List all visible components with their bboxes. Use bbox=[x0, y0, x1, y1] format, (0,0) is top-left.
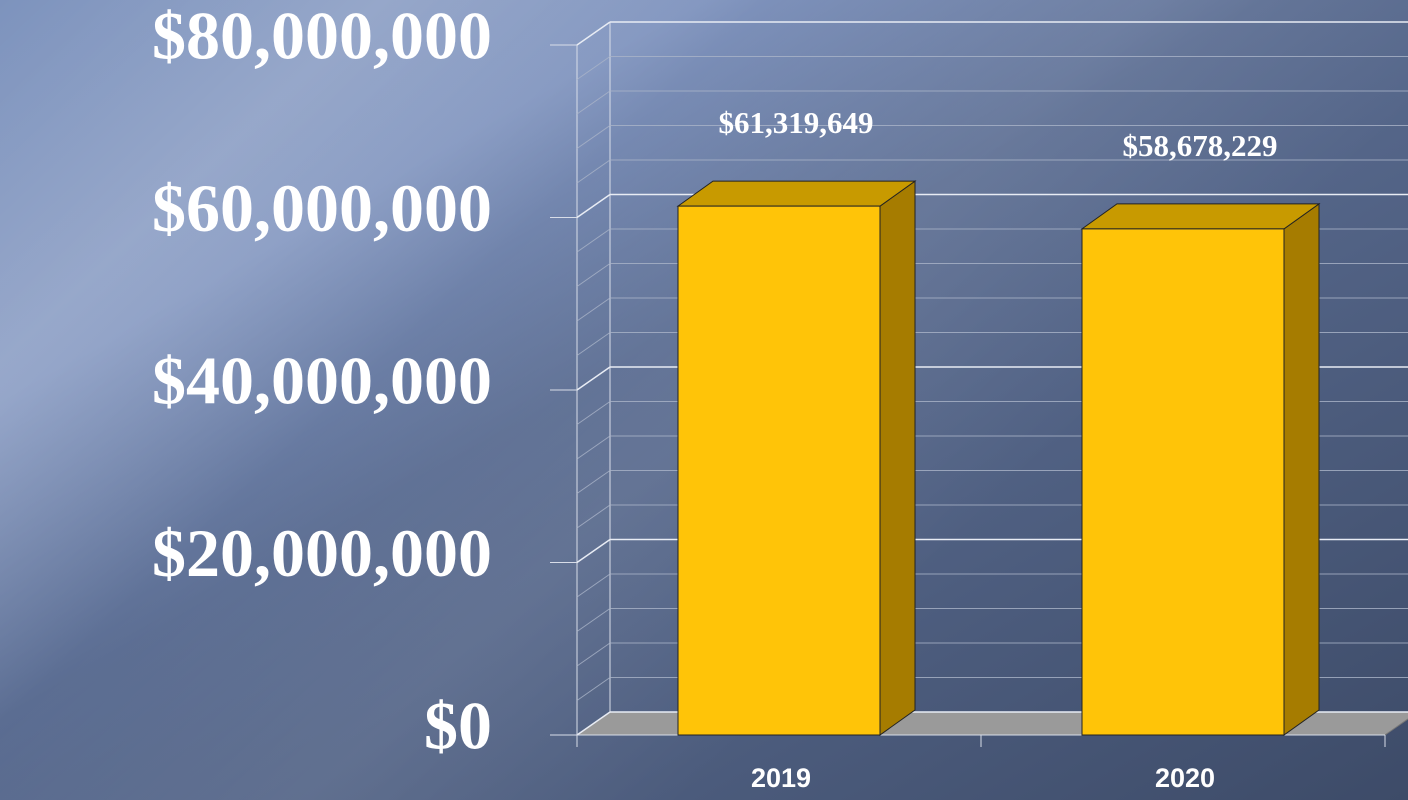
minor-grid-line-side bbox=[576, 435, 611, 460]
bar-top bbox=[1080, 203, 1321, 230]
grid-line-side bbox=[576, 538, 611, 564]
minor-grid-line-side bbox=[576, 573, 611, 598]
minor-grid-line-side bbox=[576, 263, 611, 287]
bar-side bbox=[1283, 202, 1320, 736]
minor-grid-line-side bbox=[576, 228, 611, 253]
bar-front bbox=[1081, 228, 1285, 736]
minor-grid-line-side bbox=[576, 56, 611, 80]
minor-grid-line-side bbox=[576, 642, 611, 667]
minor-grid-line-side bbox=[576, 90, 611, 115]
grid-line-side bbox=[576, 21, 611, 46]
minor-grid-line-side bbox=[576, 401, 611, 425]
minor-grid-line-side bbox=[576, 470, 611, 494]
minor-grid-line-side bbox=[576, 504, 611, 529]
y-tick-label: $60,000,000 bbox=[152, 170, 492, 246]
y-tick-label: $40,000,000 bbox=[152, 343, 492, 419]
minor-grid-line-side bbox=[576, 125, 611, 149]
grid-line-side bbox=[576, 711, 611, 736]
grid-line-side bbox=[576, 193, 611, 219]
grid-line-side bbox=[576, 366, 611, 391]
bar-top bbox=[676, 180, 917, 207]
y-tick-label: $20,000,000 bbox=[152, 515, 492, 591]
x-tick-label: 2019 bbox=[751, 763, 811, 793]
minor-grid-line-side bbox=[576, 608, 611, 632]
bar-front bbox=[677, 205, 881, 736]
minor-grid-line-side bbox=[576, 159, 611, 184]
y-tick-label: $0 bbox=[424, 688, 492, 764]
minor-grid-line-side bbox=[576, 332, 611, 356]
value-label: $58,678,229 bbox=[1123, 128, 1278, 163]
y-tick-label: $80,000,000 bbox=[152, 0, 492, 74]
bar bbox=[676, 180, 917, 736]
minor-grid-line-side bbox=[576, 677, 611, 701]
x-tick-label: 2020 bbox=[1155, 763, 1215, 793]
value-label: $61,319,649 bbox=[719, 105, 874, 140]
bar-side bbox=[879, 180, 916, 736]
bar bbox=[1080, 202, 1321, 736]
minor-grid-line-side bbox=[576, 297, 611, 322]
